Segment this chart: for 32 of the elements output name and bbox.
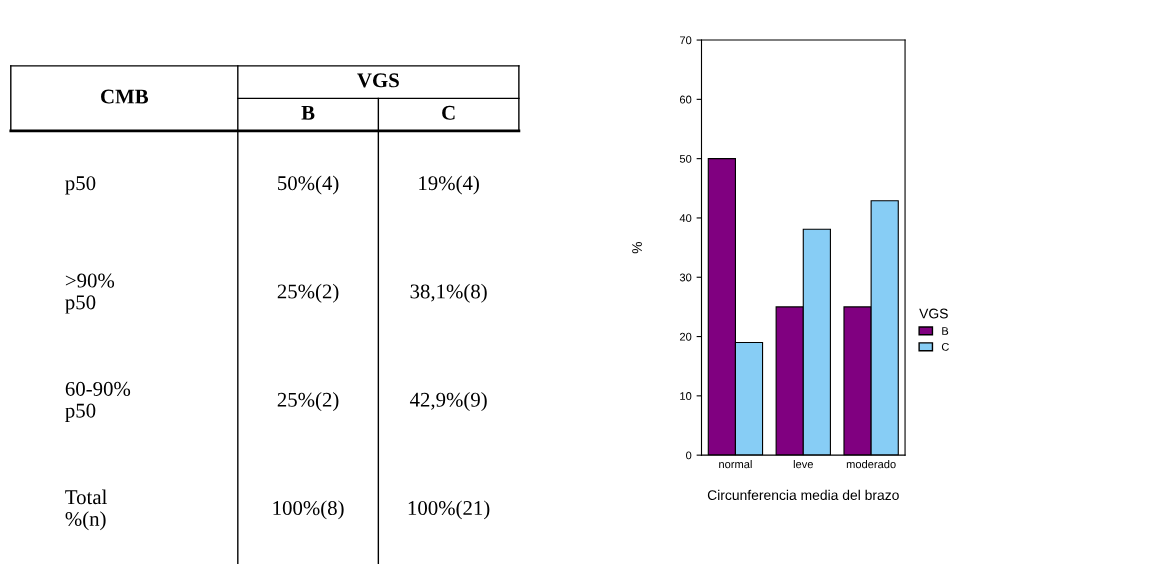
text: 38,1%(8) bbox=[410, 283, 487, 303]
y-tick-label: 50 bbox=[679, 154, 692, 163]
text: 100%(8) bbox=[273, 500, 344, 520]
category-label: C bbox=[442, 105, 455, 120]
y-tick-label: 30 bbox=[679, 273, 692, 282]
category-label: >90% p50 bbox=[65, 273, 115, 314]
text: 25%(2) bbox=[277, 283, 339, 303]
y-tick-label: 10 bbox=[680, 392, 692, 400]
category-label: Total %(n) bbox=[65, 489, 107, 531]
text: 25%(2) bbox=[277, 392, 339, 412]
x-tick-label: normal bbox=[719, 460, 752, 469]
text: 42,9%(9) bbox=[409, 392, 487, 412]
y-tick-label: 20 bbox=[679, 332, 692, 341]
text: 100%(21) bbox=[408, 500, 490, 520]
y-tick-label: 40 bbox=[679, 214, 692, 223]
text: 50%(4) bbox=[278, 175, 339, 195]
text: 19%(4) bbox=[419, 175, 479, 195]
category-label: B bbox=[301, 105, 315, 120]
legend-title: VGS bbox=[919, 308, 948, 319]
y-axis-title: % bbox=[632, 241, 642, 254]
x-tick-label: leve bbox=[793, 460, 813, 469]
y-tick-label: 60 bbox=[679, 95, 692, 104]
x-tick-label: moderado bbox=[846, 460, 896, 469]
legend-label: C bbox=[941, 342, 949, 351]
category-label: p50 bbox=[65, 176, 96, 195]
y-tick-label: 0 bbox=[686, 451, 692, 460]
category-label: 60-90% p50 bbox=[65, 381, 131, 422]
legend-title: VGS bbox=[357, 73, 399, 88]
x-axis-title: Circunferencia media del brazo bbox=[707, 489, 899, 501]
legend-label: B bbox=[942, 327, 949, 335]
y-tick-label: 70 bbox=[679, 36, 692, 45]
text: CMB bbox=[101, 89, 149, 104]
